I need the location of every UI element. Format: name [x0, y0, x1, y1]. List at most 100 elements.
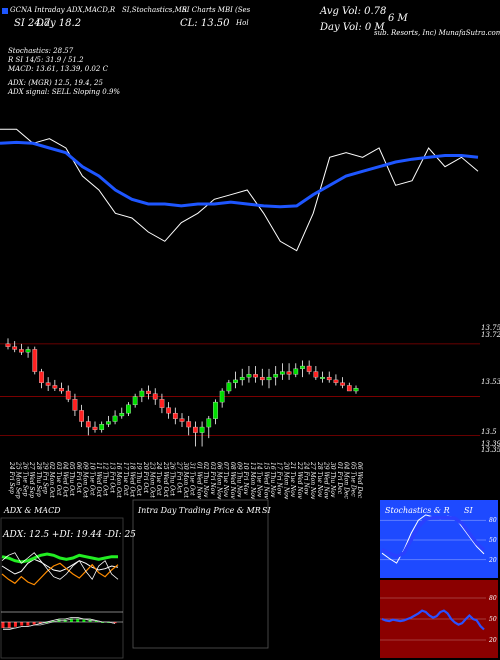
- macd-histogram-bar: [76, 618, 80, 622]
- header-company: sub. Resorts, Inc) MunafaSutra.com: [374, 29, 500, 37]
- candle-body: [152, 393, 158, 400]
- rsi-tick-label: 80: [489, 595, 497, 602]
- candle-body: [246, 374, 252, 378]
- price-tick-label: 13.39: [481, 440, 500, 448]
- macd-histogram-bar: [7, 622, 11, 628]
- candle-body: [72, 399, 78, 411]
- date-tick-label: 26 Tue Sep: [21, 461, 28, 497]
- date-tick-label: 04 Wed Oct: [62, 462, 69, 498]
- macd-histogram-bar: [113, 622, 117, 624]
- candle-body: [139, 390, 145, 397]
- candle-body: [126, 404, 131, 414]
- macd-histogram-bar: [101, 622, 105, 623]
- candle-body: [186, 421, 192, 428]
- candle-body: [280, 371, 285, 375]
- date-tick-label: 02 Mon Oct: [48, 462, 55, 498]
- date-tick-label: 25 Wed Oct: [162, 461, 169, 498]
- date-tick-label: 20 Mon Nov: [282, 461, 289, 500]
- candle-body: [253, 374, 258, 378]
- candle-body: [286, 371, 292, 375]
- overview-chart: [0, 128, 479, 252]
- stoch-panel-title-suffix: SI: [464, 506, 473, 515]
- macd-histogram-bar: [51, 620, 55, 622]
- stat-macd: MACD: 13.61, 13.39, 0.02 C: [8, 65, 108, 73]
- header-day-change: Day 18.2: [36, 18, 82, 29]
- date-tick-label: 27 Mon Nov: [309, 461, 316, 500]
- price-line: [0, 128, 479, 252]
- macd-histogram-bar: [69, 618, 73, 622]
- candle-body: [300, 365, 305, 369]
- macd-histogram-bar: [26, 622, 30, 626]
- header-ticker-suffix: Hol: [236, 19, 249, 27]
- header-ticker-info: GCNA Intraday ADX,MACD,R: [10, 6, 116, 14]
- date-tick-label: 22 Wed Nov: [296, 461, 303, 499]
- candle-body: [320, 376, 325, 379]
- date-tick-label: 06 Fri Oct: [75, 462, 82, 494]
- price-tick-label: 13.35: [481, 446, 500, 454]
- date-tick-label: 25 Mon Sep: [15, 461, 22, 499]
- stochastics-tick-label: 20: [488, 557, 497, 564]
- header-charts: SI Charts MBI: [182, 6, 233, 14]
- legend-square: [2, 8, 8, 14]
- date-tick-label: 14 Tue Nov: [256, 462, 263, 498]
- date-axis: 24 Fri Sep 25 Mon Sep 26 Tue Sep 27 Wed Sep…: [8, 461, 363, 500]
- candle-body: [353, 388, 359, 392]
- date-tick-label: 08 Wed Nov: [229, 462, 236, 499]
- date-tick-label: 24 Fri Nov: [302, 461, 309, 495]
- date-tick-label: 16 Thu Nov: [269, 462, 276, 498]
- candle-body: [25, 349, 31, 353]
- candle-body: [45, 382, 51, 386]
- candle-body: [206, 418, 212, 428]
- candle-body: [172, 413, 178, 419]
- candle-body: [65, 390, 71, 400]
- adx-macd-panel: [0, 517, 124, 659]
- stochastics-line: [381, 515, 486, 559]
- date-tick-label: 03 Tue Oct: [55, 462, 62, 496]
- macd-histogram-bar: [1, 622, 5, 628]
- date-tick-label: 30 Thu Nov: [329, 462, 336, 498]
- intraday-panel-title-suffix: SI: [262, 506, 271, 515]
- header-avg-vol: Avg Vol: 0.78: [320, 6, 387, 17]
- candle-body: [326, 376, 332, 381]
- header-avg-vol-unit: 6 M: [388, 13, 408, 24]
- macd-line: [3, 618, 116, 629]
- macd-histogram-bar: [20, 622, 24, 626]
- candle-body: [306, 365, 312, 372]
- candle-body: [146, 390, 151, 394]
- candle-body: [79, 410, 84, 422]
- adx-panel-frame: [0, 517, 124, 659]
- date-tick-label: 17 Tue Oct: [122, 462, 129, 496]
- price-tick-label: 13.75: [481, 324, 500, 332]
- date-tick-label: 20 Fri Oct: [142, 461, 149, 494]
- date-tick-label: 16 Mon Oct: [115, 462, 122, 498]
- candlestick-chart: [0, 338, 480, 447]
- date-tick-label: 11 Wed Oct: [95, 462, 102, 498]
- candle-body: [259, 376, 265, 381]
- macd-line: [3, 617, 116, 630]
- price-tick-label: 13.5: [481, 428, 497, 436]
- candle-body: [59, 388, 64, 392]
- date-tick-label: 05 Thu Oct: [68, 462, 75, 496]
- moving-average-line: [0, 140, 479, 209]
- date-tick-label: 28 Thu Sep: [35, 461, 42, 497]
- date-tick-label: 01 Fri Dec: [336, 462, 343, 495]
- candle-body: [273, 374, 279, 378]
- date-tick-label: 18 Wed Oct: [128, 462, 135, 498]
- adx-line: [1, 552, 118, 564]
- candle-body: [346, 385, 352, 392]
- header-day-vol: Day Vol: 0 M: [320, 22, 385, 33]
- stochastics-tick-label: 50: [489, 537, 497, 544]
- date-tick-label: 05 Tue Dec: [349, 462, 356, 497]
- date-tick-label: 03 Fri Nov: [209, 462, 216, 495]
- price-tick-label: 13.72: [481, 331, 500, 339]
- candle-body: [239, 376, 245, 381]
- date-tick-label: 13 Fri Oct: [108, 462, 115, 494]
- candle-body: [266, 376, 272, 381]
- date-tick-label: 09 Mon Oct: [82, 462, 89, 498]
- candle-body: [92, 426, 98, 430]
- macd-histogram-bar: [45, 622, 49, 623]
- macd-histogram-bar: [94, 620, 98, 622]
- candle-body: [12, 346, 18, 350]
- date-tick-label: 19 Thu Oct: [135, 462, 142, 496]
